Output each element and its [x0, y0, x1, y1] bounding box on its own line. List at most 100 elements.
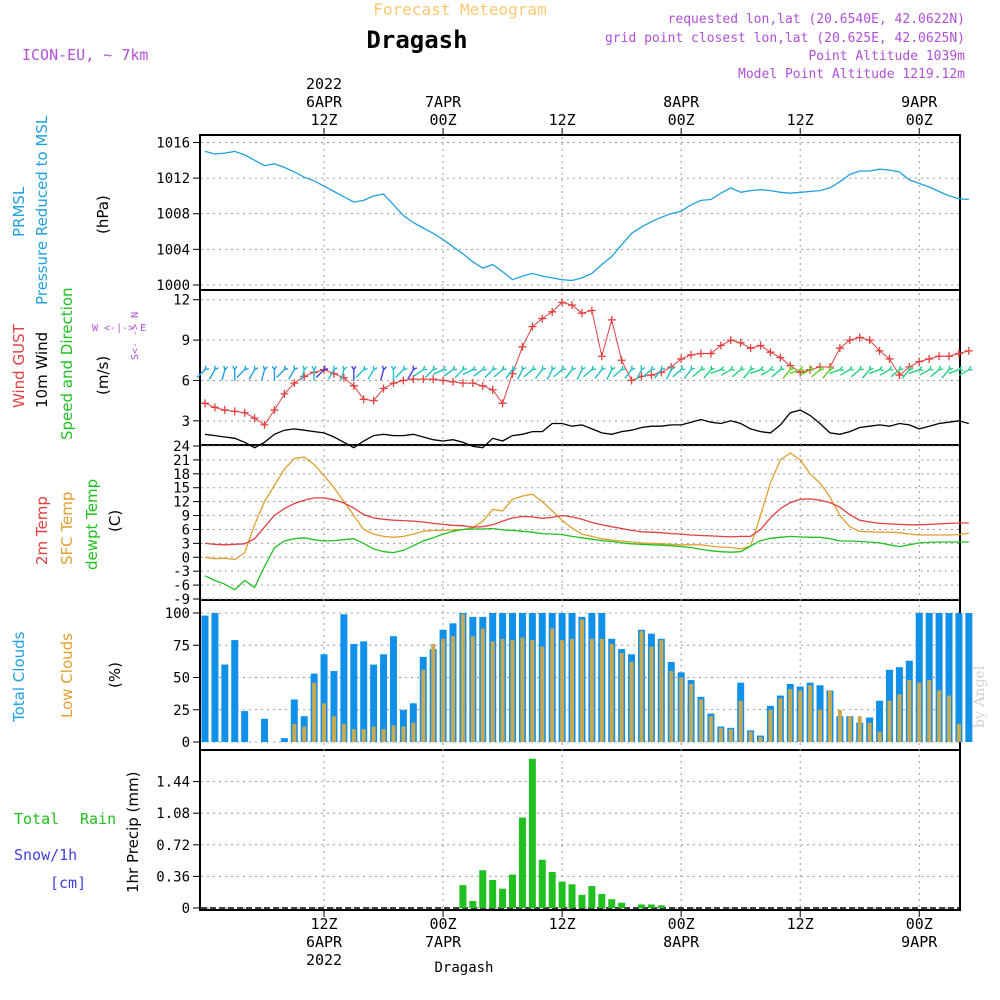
- wind-arrow-head: [670, 365, 675, 371]
- y-tick-label: 0: [182, 735, 190, 751]
- dewpt-temp-label: dewpt Temp: [83, 479, 101, 570]
- low-cloud-bar: [748, 731, 753, 742]
- bottom-x-label: 6APR: [306, 933, 343, 951]
- wind-gust-marker: [577, 309, 586, 318]
- wind-direction-arrow: [300, 369, 305, 381]
- top-x-label: 8APR: [663, 93, 700, 111]
- wind-arrow-head: [888, 365, 894, 371]
- bottom-x-label: 9APR: [901, 933, 938, 951]
- wind-direction-arrow: [930, 369, 940, 378]
- footer-location: Dragash: [434, 960, 493, 976]
- wind-gust-marker: [607, 315, 616, 324]
- wind-gust-marker: [210, 403, 219, 412]
- total-cloud-bar: [201, 615, 209, 742]
- wind-direction-arrow: [683, 369, 692, 379]
- wind-direction-arrow: [901, 369, 910, 379]
- top-x-label: 9APR: [901, 93, 938, 111]
- wind-gust-marker: [240, 408, 249, 417]
- total-cloud-bar: [915, 613, 923, 742]
- y-tick-label: 1016: [156, 135, 190, 151]
- temp-2m-label: 2m Temp: [33, 496, 51, 565]
- sfc-temp-label: SFC Temp: [58, 492, 76, 565]
- wind-gust-marker: [528, 322, 537, 331]
- y-tick-label: 18: [173, 467, 190, 483]
- low-cloud-bar: [460, 614, 465, 742]
- low-cloud-bar: [490, 641, 495, 742]
- top-x-label: 12Z: [310, 111, 337, 129]
- wind-arrow-head: [859, 365, 864, 371]
- wind-direction-arrow: [941, 369, 950, 379]
- model-label: ICON-EU, ~ 7km: [22, 46, 148, 64]
- low-cloud-bar: [679, 677, 684, 742]
- wind-arrow-head: [700, 365, 706, 371]
- top-x-label: 12Z: [787, 111, 814, 129]
- total-cloud-bar: [340, 614, 348, 742]
- wind-gust-marker: [260, 420, 269, 429]
- wind-direction-arrow: [771, 369, 781, 378]
- wind-direction-arrow: [839, 369, 851, 376]
- wind-gust-marker: [677, 354, 686, 363]
- wind-arrow-head: [630, 365, 636, 371]
- y-tick-label: 0: [182, 901, 190, 917]
- wind-arrow-head: [759, 366, 765, 372]
- low-cloud-bar: [540, 646, 545, 742]
- wind-gust-marker: [548, 307, 557, 316]
- total-cloud-bar: [320, 654, 328, 742]
- y-tick-label: 3: [182, 414, 190, 430]
- wind-gust-marker: [419, 375, 428, 384]
- total-label: Total: [14, 810, 59, 828]
- wind-arrow-head: [342, 365, 348, 371]
- low-cloud-bar: [788, 689, 793, 742]
- low-cloud-bar: [768, 709, 773, 742]
- rain-bar: [647, 904, 655, 908]
- wind-gust-marker: [617, 356, 626, 365]
- wind-direction-arrow: [355, 369, 365, 378]
- wind-arrow-head: [521, 365, 527, 371]
- wind-direction-arrow: [473, 369, 484, 377]
- total-cloud-bar: [290, 699, 298, 742]
- total-cloud-bar: [350, 643, 358, 742]
- low-cloud-bar: [599, 638, 604, 742]
- wind-gust-marker: [379, 384, 388, 393]
- wind-direction-arrow: [606, 369, 613, 380]
- low-cloud-bar: [778, 698, 783, 742]
- bottom-x-label: 12Z: [549, 915, 576, 933]
- wind-arrow-head: [253, 365, 259, 371]
- low-cloud-bar: [937, 690, 942, 742]
- y-tick-label: 9: [182, 509, 190, 525]
- wind-arrow-head: [740, 365, 745, 371]
- wind-gust-marker: [776, 353, 785, 362]
- top-x-label: 00Z: [668, 111, 695, 129]
- wind-gust-marker: [935, 352, 944, 361]
- y-tick-label: 0.36: [156, 869, 190, 885]
- low-cloud-bar: [451, 636, 455, 742]
- top-x-label: 00Z: [430, 111, 457, 129]
- wind-direction-arrow: [594, 369, 603, 379]
- low-cloud-bar: [728, 729, 733, 742]
- y-tick-label: 0: [182, 550, 190, 566]
- low-cloud-bar: [470, 636, 475, 742]
- low-cloud-bar: [629, 662, 634, 742]
- low-cloud-bar: [371, 726, 376, 742]
- wind-arrow-head: [918, 366, 924, 372]
- low-cloud-bar: [351, 729, 356, 742]
- y-tick-label: 15: [173, 481, 190, 497]
- wind-arrow-head: [363, 365, 368, 371]
- total-cloud-bar: [221, 664, 229, 742]
- wind-arrow-head: [680, 365, 686, 371]
- wind-gust-marker: [865, 336, 874, 345]
- bottom-x-label: 12Z: [787, 915, 814, 933]
- low-cloud-bar: [897, 694, 902, 742]
- wind-direction-arrow: [749, 369, 761, 375]
- wind-arrow-head: [868, 365, 874, 371]
- bottom-x-label: 2022: [306, 951, 342, 969]
- y-tick-label: 1000: [156, 278, 190, 294]
- rain-bar: [598, 893, 606, 908]
- low-cloud-bar: [818, 709, 823, 742]
- wind-gust-marker: [945, 352, 953, 361]
- rain-bar: [618, 902, 626, 908]
- wind-direction-arrow: [546, 369, 553, 380]
- y-tick-label: 1.08: [156, 806, 190, 822]
- low-cloud-bar: [391, 725, 396, 742]
- total-cloud-bar: [211, 613, 219, 742]
